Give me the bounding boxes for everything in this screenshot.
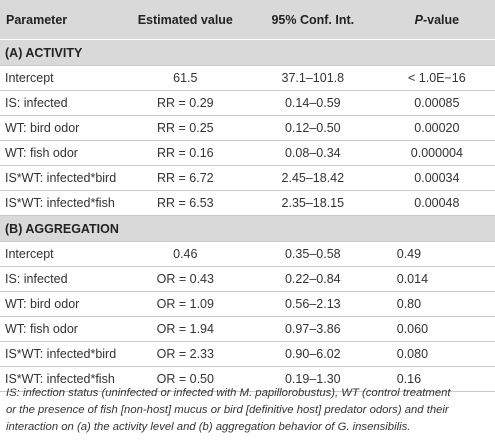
- estimate-cell: 0.46: [123, 241, 247, 267]
- estimate-cell: OR = 0.50: [123, 366, 247, 392]
- header-p-value: P-value: [378, 0, 495, 40]
- section-header-row: (B) AGGREGATION: [0, 215, 495, 242]
- table-row: IS*WT: infected*fish RR = 6.53 2.35–18.15 0…: [0, 190, 495, 216]
- section-title: (A) ACTIVITY: [0, 39, 495, 66]
- section-header-row: (A) ACTIVITY: [0, 39, 495, 66]
- estimate-cell: RR = 6.72: [123, 165, 247, 191]
- caption-line: IS: infection status (uninfected or infe…: [6, 387, 451, 399]
- ci-cell: 0.14–0.59: [246, 90, 379, 116]
- estimate-cell: 61.5: [123, 65, 247, 91]
- p-value-cell: 0.060: [378, 316, 495, 342]
- header-p-suffix: -value: [422, 12, 460, 27]
- ci-cell: 37.1–101.8: [246, 65, 379, 91]
- table-row: WT: fish odor RR = 0.16 0.08–0.34 0.000004: [0, 140, 495, 166]
- table-row: IS*WT: infected*bird RR = 6.72 2.45–18.42 0…: [0, 165, 495, 191]
- ci-cell: 0.19–1.30: [246, 366, 379, 392]
- ci-cell: 0.22–0.84: [246, 266, 379, 292]
- p-value-cell: 0.00020: [378, 115, 495, 141]
- section-title: (B) AGGREGATION: [0, 215, 495, 242]
- param-cell: WT: fish odor: [0, 140, 124, 166]
- param-cell: IS*WT: infected*bird: [0, 165, 124, 191]
- table-row: Intercept 0.46 0.35–0.58 0.49: [0, 241, 495, 267]
- p-value-cell: 0.49: [378, 241, 495, 267]
- header-confidence-interval: 95% Conf. Int.: [246, 0, 379, 40]
- p-value-cell: 0.80: [378, 291, 495, 317]
- ci-cell: 0.97–3.86: [246, 316, 379, 342]
- param-cell: IS*WT: infected*fish: [0, 190, 124, 216]
- table-row: Intercept 61.5 37.1–101.8 < 1.0E−16: [0, 65, 495, 91]
- table-row: IS: infected RR = 0.29 0.14–0.59 0.00085: [0, 90, 495, 116]
- estimate-cell: OR = 2.33: [123, 341, 247, 367]
- estimate-cell: OR = 1.94: [123, 316, 247, 342]
- estimate-cell: RR = 0.25: [123, 115, 247, 141]
- header-p-letter: P: [414, 12, 423, 27]
- ci-cell: 0.08–0.34: [246, 140, 379, 166]
- ci-cell: 0.90–6.02: [246, 341, 379, 367]
- table-row: IS: infected OR = 0.43 0.22–0.84 0.014: [0, 266, 495, 292]
- param-cell: Intercept: [0, 65, 124, 91]
- table-row: WT: fish odor OR = 1.94 0.97–3.86 0.060: [0, 316, 495, 342]
- p-value-cell: 0.000004: [378, 140, 495, 166]
- param-cell: Intercept: [0, 241, 124, 267]
- results-table: Parameter Estimated value 95% Conf. Int.…: [0, 0, 495, 392]
- param-cell: WT: fish odor: [0, 316, 124, 342]
- ci-cell: 2.45–18.42: [246, 165, 379, 191]
- ci-cell: 0.12–0.50: [246, 115, 379, 141]
- ci-cell: 0.35–0.58: [246, 241, 379, 267]
- estimate-cell: RR = 6.53: [123, 190, 247, 216]
- p-value-cell: 0.080: [378, 341, 495, 367]
- param-cell: IS*WT: infected*bird: [0, 341, 124, 367]
- param-cell: IS: infected: [0, 266, 124, 292]
- p-value-cell: 0.00048: [378, 190, 495, 216]
- table-row: WT: bird odor OR = 1.09 0.56–2.13 0.80: [0, 291, 495, 317]
- header-row: Parameter Estimated value 95% Conf. Int.…: [0, 0, 495, 40]
- header-estimated-value: Estimated value: [123, 0, 247, 40]
- table-row: IS*WT: infected*fish OR = 0.50 0.19–1.30 0.…: [0, 366, 495, 392]
- table-row: WT: bird odor RR = 0.25 0.12–0.50 0.00020: [0, 115, 495, 141]
- param-cell: IS*WT: infected*fish: [0, 366, 124, 392]
- estimate-cell: OR = 1.09: [123, 291, 247, 317]
- caption-line: interaction on (a) the activity level an…: [6, 421, 411, 433]
- param-cell: WT: bird odor: [0, 291, 124, 317]
- p-value-cell: < 1.0E−16: [378, 65, 495, 91]
- estimate-cell: RR = 0.16: [123, 140, 247, 166]
- p-value-cell: 0.00034: [378, 165, 495, 191]
- table-body: (A) ACTIVITY Intercept 61.5 37.1–101.8 < 1.0…: [0, 39, 495, 392]
- p-value-cell: 0.16: [378, 366, 495, 392]
- ci-cell: 0.56–2.13: [246, 291, 379, 317]
- ci-cell: 2.35–18.15: [246, 190, 379, 216]
- estimate-cell: OR = 0.43: [123, 266, 247, 292]
- table-row: IS*WT: infected*bird OR = 2.33 0.90–6.02 0.…: [0, 341, 495, 367]
- estimate-cell: RR = 0.29: [123, 90, 247, 116]
- header-parameter: Parameter: [0, 0, 124, 40]
- param-cell: WT: bird odor: [0, 115, 124, 141]
- caption-line: or the presence of fish [non-host] mucus…: [6, 404, 449, 416]
- p-value-cell: 0.00085: [378, 90, 495, 116]
- table-caption: IS: infection status (uninfected or infe…: [6, 385, 492, 436]
- param-cell: IS: infected: [0, 90, 124, 116]
- p-value-cell: 0.014: [378, 266, 495, 292]
